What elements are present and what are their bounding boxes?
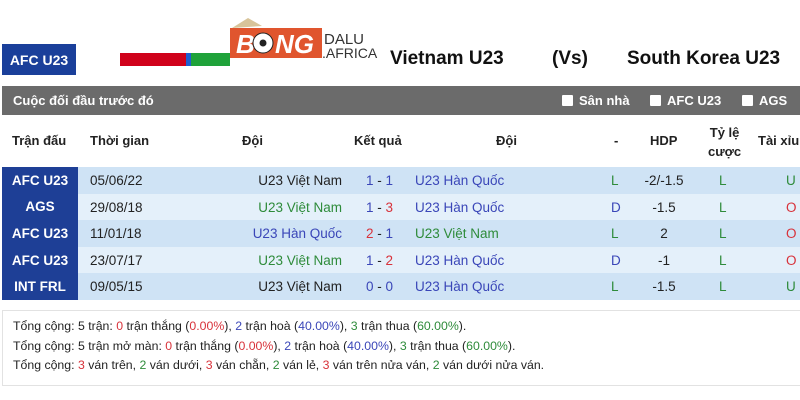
date-cell: 11/01/18 bbox=[90, 226, 142, 242]
table-row[interactable]: AFC U23 05/06/22 U23 Việt Nam 1 - 1 U23 Hàn … bbox=[2, 167, 800, 194]
date-cell: 23/07/17 bbox=[90, 252, 143, 268]
svg-text:.AFRICA: .AFRICA bbox=[322, 45, 378, 60]
col-result: Kết quả bbox=[354, 133, 402, 148]
result-cell: L bbox=[611, 226, 619, 242]
result-cell: D bbox=[611, 199, 621, 215]
over-under-cell: U bbox=[786, 279, 796, 295]
table-row[interactable]: AFC U23 23/07/17 U23 Việt Nam 1 - 2 U23 Hàn … bbox=[2, 246, 800, 274]
home-team-cell: U23 Việt Nam bbox=[258, 252, 342, 268]
score-cell: 1 - 2 bbox=[366, 252, 394, 268]
col-dash: - bbox=[614, 133, 619, 148]
away-team-title: South Korea U23 bbox=[627, 48, 781, 69]
score-cell: 2 - 1 bbox=[366, 226, 394, 242]
odds-cell: L bbox=[719, 226, 727, 242]
over-under-cell: O bbox=[786, 226, 797, 242]
section-title: Cuộc đối đầu trước đó bbox=[13, 93, 154, 108]
over-under-cell: O bbox=[786, 252, 797, 268]
odds-cell: L bbox=[719, 199, 727, 215]
result-cell: D bbox=[611, 252, 621, 268]
summary-line: Tổng cộng: 5 trận: 0 trận thắng (0.00%),… bbox=[13, 319, 467, 333]
svg-text:DALU: DALU bbox=[324, 31, 364, 48]
summary-line: Tổng cộng: 5 trận mở màn: 0 trận thắng (… bbox=[13, 338, 516, 353]
competition-badge: AFC U23 bbox=[2, 44, 76, 75]
hdp-cell: -1.5 bbox=[652, 279, 676, 295]
score-cell: 1 - 3 bbox=[366, 199, 394, 215]
hdp-cell: -2/-1.5 bbox=[644, 173, 684, 188]
filter-home[interactable]: Sân nhà bbox=[562, 93, 630, 108]
vs-label: (Vs) bbox=[552, 48, 588, 69]
result-cell: L bbox=[611, 279, 619, 295]
result-cell: L bbox=[611, 173, 619, 188]
odds-cell: L bbox=[719, 173, 727, 188]
over-under-cell: O bbox=[786, 199, 797, 215]
col-match: Trận đấu bbox=[12, 133, 67, 148]
table-row[interactable]: AFC U23 11/01/18 U23 Hàn Quốc 2 - 1 U23 Việt… bbox=[2, 220, 800, 247]
col-hdp: HDP bbox=[650, 133, 678, 148]
hdp-cell: 2 bbox=[660, 226, 668, 242]
competition-cell: AFC U23 bbox=[2, 220, 78, 247]
table-row[interactable]: AGS 29/08/18 U23 Việt Nam 1 - 3 U23 Hàn Quốc… bbox=[2, 193, 800, 221]
col-over-under: Tài xỉu bbox=[758, 133, 800, 148]
date-cell: 29/08/18 bbox=[90, 199, 143, 215]
checkbox-icon[interactable] bbox=[742, 95, 753, 106]
away-team-cell: U23 Hàn Quốc bbox=[415, 279, 505, 295]
bongdalu-logo: B NG DALU .AFRICA bbox=[230, 18, 378, 60]
home-team-cell: U23 Việt Nam bbox=[258, 173, 342, 188]
over-under-cell: U bbox=[786, 173, 796, 188]
away-team-cell: U23 Việt Nam bbox=[415, 226, 499, 242]
home-team-title: Vietnam U23 bbox=[390, 48, 504, 69]
score-cell: 0 - 0 bbox=[366, 279, 394, 295]
competition-cell: INT FRL bbox=[2, 273, 78, 300]
section-header: Cuộc đối đầu trước đó Sân nhà AFC U23 AG… bbox=[2, 86, 800, 115]
competition-cell: AFC U23 bbox=[2, 246, 78, 274]
away-team-cell: U23 Hàn Quốc bbox=[415, 252, 505, 268]
col-home: Đội bbox=[242, 133, 263, 148]
svg-text:B: B bbox=[236, 29, 255, 59]
hdp-cell: -1.5 bbox=[652, 199, 676, 215]
filter-afc-u23[interactable]: AFC U23 bbox=[650, 93, 721, 108]
competition-cell: AFC U23 bbox=[2, 167, 78, 194]
home-team-cell: U23 Hàn Quốc bbox=[252, 226, 342, 242]
col-odds: Tỷ lệ cược bbox=[708, 125, 742, 159]
svg-text:NG: NG bbox=[275, 29, 314, 59]
checkbox-icon[interactable] bbox=[562, 95, 573, 106]
hdp-cell: -1 bbox=[657, 252, 670, 268]
table-row[interactable]: INT FRL 09/05/15 U23 Việt Nam 0 - 0 U23 Hàn … bbox=[2, 273, 800, 300]
odds-cell: L bbox=[719, 279, 727, 295]
home-team-cell: U23 Việt Nam bbox=[258, 199, 342, 215]
odds-cell: L bbox=[719, 252, 727, 268]
summary-box: Tổng cộng: 5 trận: 0 trận thắng (0.00%),… bbox=[2, 310, 800, 386]
flag-bar bbox=[120, 53, 230, 66]
away-team-cell: U23 Hàn Quốc bbox=[415, 199, 505, 215]
col-time: Thời gian bbox=[90, 133, 150, 148]
date-cell: 05/06/22 bbox=[90, 173, 143, 188]
date-cell: 09/05/15 bbox=[90, 279, 143, 295]
table-header: Trận đấu Thời gian Đội Kết quả Đội - HDP… bbox=[2, 115, 800, 167]
filter-ags[interactable]: AGS bbox=[742, 93, 787, 108]
score-cell: 1 - 1 bbox=[366, 173, 394, 188]
home-team-cell: U23 Việt Nam bbox=[258, 279, 342, 295]
away-team-cell: U23 Hàn Quốc bbox=[415, 173, 505, 188]
col-away: Đội bbox=[496, 133, 517, 148]
summary-line: Tổng cộng: 3 ván trên, 2 ván dưới, 3 ván… bbox=[13, 358, 545, 372]
competition-cell: AGS bbox=[2, 193, 78, 221]
checkbox-icon[interactable] bbox=[650, 95, 661, 106]
